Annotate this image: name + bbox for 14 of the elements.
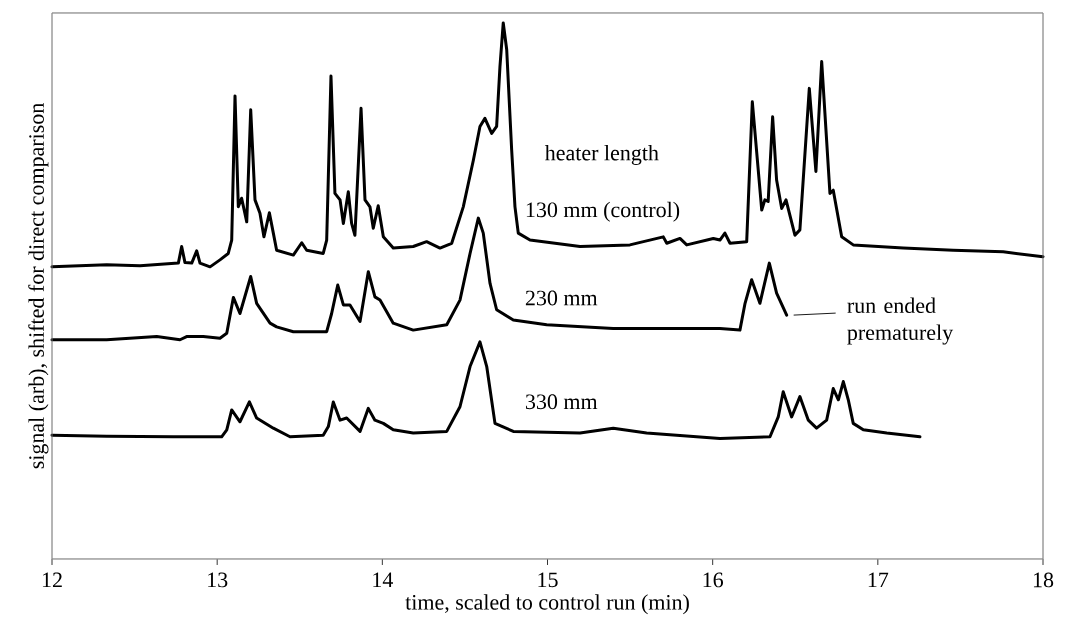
x-tick-label: 16	[703, 572, 724, 588]
series-label: 130 mm (control)	[526, 201, 680, 222]
y-axis-title: signal (arb), shifted for direct comparison	[28, 103, 49, 469]
series-label: 230 mm	[525, 290, 598, 306]
x-axis-title: time, scaled to control run (min)	[405, 594, 689, 615]
legend-title: heater length	[544, 144, 659, 165]
series-label: 330 mm	[525, 394, 598, 410]
x-tick-label: 12	[42, 572, 62, 588]
x-tick-label: 13	[208, 572, 228, 588]
x-tick-label: 15	[538, 572, 558, 588]
x-tick-label: 17	[868, 572, 889, 588]
annotation: run ended prematurely	[847, 297, 954, 345]
x-tick-label: 14	[373, 572, 393, 588]
x-tick-label: 18	[1033, 572, 1054, 588]
